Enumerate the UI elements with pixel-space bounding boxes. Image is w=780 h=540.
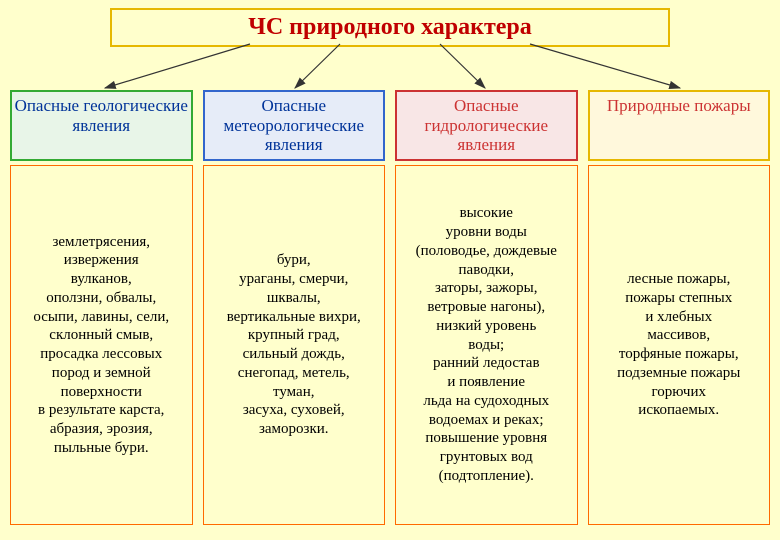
category-label: Опасные гидрологические явления: [424, 96, 548, 154]
category-label: Опасные геологические явления: [15, 96, 188, 135]
category-fires: Природные пожары: [588, 90, 771, 161]
category-meteorological: Опасные метеорологические явления: [203, 90, 386, 161]
diagram-title: ЧС природного характера: [110, 8, 670, 47]
body-fires: лесные пожары, пожары степных и хлебных …: [588, 165, 771, 525]
category-hydrological: Опасные гидрологические явления: [395, 90, 578, 161]
category-geological: Опасные геологические явления: [10, 90, 193, 161]
body-geological: землетрясения, извержения вулканов, опол…: [10, 165, 193, 525]
body-meteorological: бури, ураганы, смерчи, шквалы, вертикаль…: [203, 165, 386, 525]
body-row: землетрясения, извержения вулканов, опол…: [10, 165, 770, 525]
category-label: Природные пожары: [607, 96, 751, 115]
category-row: Опасные геологические явления Опасные ме…: [10, 90, 770, 161]
category-label: Опасные метеорологические явления: [223, 96, 364, 154]
body-hydrological: высокие уровни воды (половодье, дождевые…: [395, 165, 578, 525]
